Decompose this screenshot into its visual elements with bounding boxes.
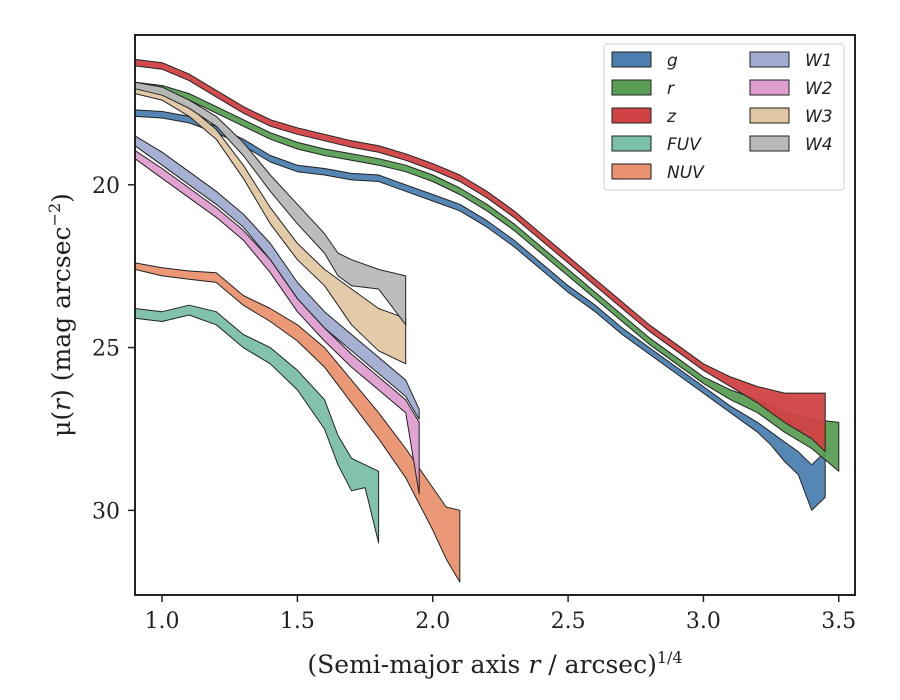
legend-swatch xyxy=(749,51,790,68)
legend-swatch xyxy=(611,163,652,180)
legend-label: W1 xyxy=(805,51,833,71)
band-z xyxy=(134,58,826,453)
y-tick-label: 20 xyxy=(92,174,120,199)
legend-label: z xyxy=(666,107,677,127)
legend-swatch xyxy=(749,135,790,152)
band-r xyxy=(134,81,840,472)
legend-item-r: r xyxy=(611,79,675,99)
x-tick-label: 1.5 xyxy=(280,609,315,634)
band-w4 xyxy=(134,81,407,326)
legend-label: NUV xyxy=(667,163,705,183)
y-tick-label: 25 xyxy=(92,337,120,362)
legend-swatch xyxy=(611,135,652,152)
legend-item-w2: W2 xyxy=(749,79,833,99)
legend-swatch xyxy=(611,107,652,124)
legend-swatch xyxy=(749,79,790,96)
band-w1 xyxy=(134,135,420,420)
x-tick-label: 1.0 xyxy=(145,609,180,634)
x-tick-label: 2.5 xyxy=(551,609,586,634)
legend-item-w1: W1 xyxy=(749,51,833,71)
x-axis-ticks: 1.0 1.5 2.0 2.5 3.0 3.5 xyxy=(145,595,856,634)
legend-label: W4 xyxy=(805,135,833,155)
band-g xyxy=(134,109,826,511)
legend-item-w3: W3 xyxy=(749,107,833,127)
band-w2 xyxy=(134,150,420,495)
legend-item-nuv: NUV xyxy=(611,163,705,183)
legend-label: W3 xyxy=(805,107,833,127)
plot-frame xyxy=(134,34,856,596)
legend-label: r xyxy=(667,79,675,99)
legend-label: W2 xyxy=(805,79,833,99)
legend: grz FUV NUV W1 W2 W3 W4 xyxy=(603,43,845,191)
legend-item-z: z xyxy=(611,107,677,127)
legend-swatch xyxy=(611,79,652,96)
band-layer xyxy=(134,58,840,583)
x-tick-label: 3.0 xyxy=(686,609,721,634)
x-tick-label: 3.5 xyxy=(821,609,856,634)
legend-item-w4: W4 xyxy=(749,135,833,155)
y-axis-label: μ(r) (mag arcsec−2) xyxy=(45,193,76,437)
legend-swatch xyxy=(749,107,790,124)
band-w3 xyxy=(134,85,407,365)
band-nuv xyxy=(134,262,461,583)
y-axis-ticks: 20 25 30 xyxy=(92,174,135,524)
x-axis-label: (Semi-major axis r / arcsec)1/4 xyxy=(307,648,682,679)
legend-label: g xyxy=(667,51,678,71)
y-tick-label: 30 xyxy=(92,499,120,524)
legend-item-fuv: FUV xyxy=(611,135,702,155)
legend-item-g: g xyxy=(611,51,678,71)
legend-label: FUV xyxy=(667,135,702,155)
x-tick-label: 2.0 xyxy=(415,609,450,634)
legend-swatch xyxy=(611,51,652,68)
band-fuv xyxy=(134,304,380,544)
